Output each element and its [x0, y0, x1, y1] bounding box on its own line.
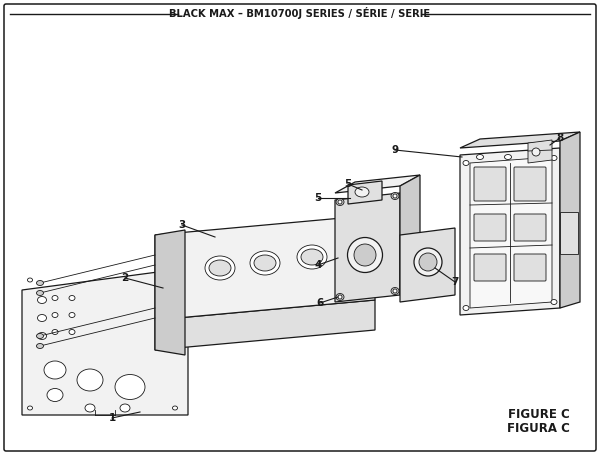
FancyBboxPatch shape — [474, 214, 506, 241]
Text: 7: 7 — [451, 277, 458, 287]
Ellipse shape — [355, 187, 369, 197]
Ellipse shape — [47, 389, 63, 401]
Ellipse shape — [173, 406, 178, 410]
Ellipse shape — [173, 268, 178, 272]
Text: 2: 2 — [121, 273, 128, 283]
Ellipse shape — [297, 245, 327, 269]
Ellipse shape — [419, 253, 437, 271]
Ellipse shape — [85, 404, 95, 412]
Ellipse shape — [414, 248, 442, 276]
Ellipse shape — [336, 293, 344, 300]
Ellipse shape — [37, 280, 44, 285]
Ellipse shape — [37, 290, 44, 295]
Polygon shape — [22, 268, 188, 415]
Text: 5: 5 — [314, 193, 322, 203]
Text: 1: 1 — [109, 413, 116, 423]
Polygon shape — [155, 230, 185, 355]
Polygon shape — [460, 148, 560, 315]
Text: BLACK MAX – BM10700J SERIES / SÉRIE / SERIE: BLACK MAX – BM10700J SERIES / SÉRIE / SE… — [169, 7, 431, 19]
Ellipse shape — [338, 200, 342, 204]
Text: 3: 3 — [178, 220, 185, 230]
Ellipse shape — [37, 333, 47, 339]
FancyBboxPatch shape — [474, 254, 506, 281]
FancyBboxPatch shape — [514, 167, 546, 201]
Ellipse shape — [551, 156, 557, 161]
Ellipse shape — [209, 260, 231, 276]
Ellipse shape — [77, 369, 103, 391]
FancyBboxPatch shape — [514, 254, 546, 281]
Polygon shape — [560, 132, 580, 308]
Ellipse shape — [28, 278, 32, 282]
FancyBboxPatch shape — [474, 167, 506, 201]
Text: 4: 4 — [314, 260, 322, 270]
Ellipse shape — [205, 256, 235, 280]
Ellipse shape — [115, 374, 145, 399]
Text: 8: 8 — [556, 133, 563, 143]
Polygon shape — [400, 228, 455, 302]
Ellipse shape — [341, 241, 369, 263]
Ellipse shape — [69, 295, 75, 300]
Polygon shape — [400, 175, 420, 295]
Polygon shape — [335, 193, 400, 302]
Ellipse shape — [391, 288, 399, 294]
Ellipse shape — [37, 297, 47, 303]
Ellipse shape — [28, 406, 32, 410]
Ellipse shape — [391, 192, 399, 199]
Ellipse shape — [354, 244, 376, 266]
Ellipse shape — [250, 251, 280, 275]
Polygon shape — [335, 175, 420, 193]
Ellipse shape — [345, 245, 365, 259]
Ellipse shape — [551, 299, 557, 304]
Ellipse shape — [301, 249, 323, 265]
Ellipse shape — [393, 289, 397, 293]
Ellipse shape — [52, 295, 58, 300]
Text: FIGURE C: FIGURE C — [508, 409, 570, 421]
Ellipse shape — [69, 313, 75, 318]
Ellipse shape — [120, 404, 130, 412]
Ellipse shape — [52, 313, 58, 318]
Text: FIGURA C: FIGURA C — [507, 421, 570, 435]
Ellipse shape — [44, 361, 66, 379]
Ellipse shape — [336, 198, 344, 206]
Polygon shape — [470, 157, 552, 308]
Text: 5: 5 — [344, 179, 352, 189]
Ellipse shape — [69, 329, 75, 334]
FancyBboxPatch shape — [514, 214, 546, 241]
Ellipse shape — [393, 194, 397, 198]
Ellipse shape — [338, 295, 342, 299]
Polygon shape — [155, 300, 375, 350]
Polygon shape — [348, 181, 382, 204]
Polygon shape — [460, 132, 580, 148]
Ellipse shape — [463, 305, 469, 310]
Ellipse shape — [476, 155, 484, 160]
Ellipse shape — [463, 161, 469, 166]
Bar — [560, 212, 578, 254]
Ellipse shape — [532, 148, 540, 156]
Ellipse shape — [254, 255, 276, 271]
Text: 9: 9 — [391, 145, 398, 155]
Polygon shape — [528, 140, 552, 163]
Ellipse shape — [505, 155, 511, 160]
Ellipse shape — [37, 334, 44, 339]
Polygon shape — [155, 215, 375, 320]
Ellipse shape — [37, 344, 44, 349]
Ellipse shape — [52, 329, 58, 334]
Ellipse shape — [347, 238, 383, 273]
Ellipse shape — [37, 314, 47, 322]
Text: 6: 6 — [316, 298, 323, 308]
Ellipse shape — [536, 155, 544, 160]
